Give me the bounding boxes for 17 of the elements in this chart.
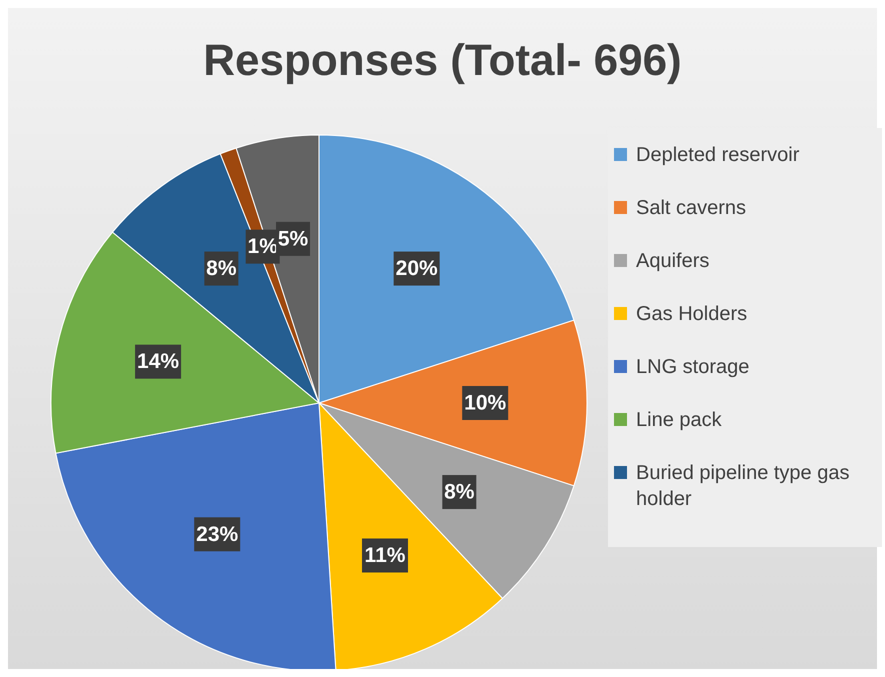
data-label: 23% bbox=[196, 522, 238, 546]
legend-label: Line pack bbox=[636, 408, 722, 433]
data-label: 10% bbox=[464, 392, 507, 414]
legend-label: Depleted reservoir bbox=[636, 143, 800, 168]
data-label: 8% bbox=[444, 480, 475, 504]
data-label: 5% bbox=[278, 227, 309, 250]
data-label: 20% bbox=[396, 257, 438, 280]
legend-label: LNG storage bbox=[636, 355, 750, 380]
legend-label: Salt caverns bbox=[636, 196, 746, 221]
data-label: 14% bbox=[137, 350, 180, 374]
data-label: 8% bbox=[206, 257, 237, 280]
data-label: 1% bbox=[248, 235, 278, 258]
chart-title: Responses (Total- 696) bbox=[202, 36, 683, 86]
legend-label: Gas Holders bbox=[636, 302, 748, 327]
legend-label: Aquifers bbox=[636, 249, 710, 274]
data-label: 11% bbox=[364, 544, 406, 567]
legend-label: Buried pipeline type gas holder bbox=[636, 461, 850, 512]
